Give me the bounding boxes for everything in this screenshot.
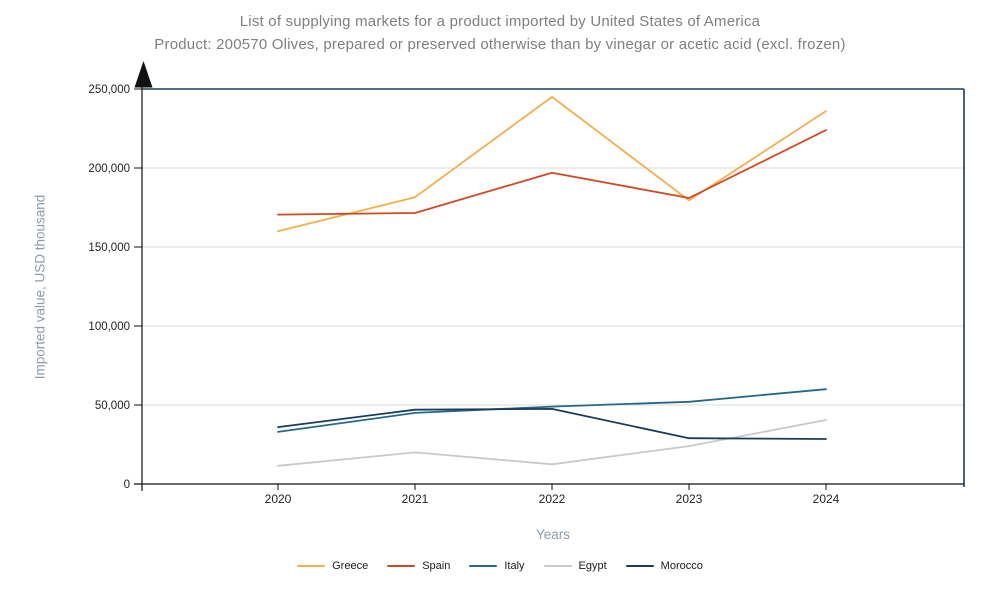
series-line-italy [277, 388, 827, 433]
y-tick-label-200000: 200,000 [88, 163, 130, 175]
series-line-morocco [277, 407, 827, 440]
legend-swatch-egypt [543, 565, 572, 567]
legend-swatch-italy [469, 565, 498, 567]
y-tick-label-150000: 150,000 [88, 242, 130, 254]
legend-label: Egypt [578, 560, 607, 572]
legend: Greece Spain Italy Egypt Morocco [0, 560, 1000, 572]
x-tick-label-2023: 2023 [676, 492, 703, 506]
legend-item-italy: Italy [469, 560, 525, 572]
series-line-spain [277, 129, 827, 216]
chart-subtitle: Product: 200570 Olives, prepared or pres… [154, 36, 846, 53]
legend-swatch-greece [297, 565, 326, 567]
y-axis-arrow-up-icon [134, 61, 153, 88]
legend-item-spain: Spain [387, 560, 450, 572]
series-line-egypt [277, 419, 827, 467]
legend-label: Morocco [660, 560, 703, 572]
y-tick-label-50000: 50,000 [95, 400, 130, 412]
legend-swatch-morocco [625, 565, 654, 567]
y-tick-label-0: 0 [124, 479, 130, 491]
x-tick-label-2021: 2021 [402, 492, 429, 506]
legend-item-morocco: Morocco [625, 560, 703, 572]
legend-swatch-spain [387, 565, 416, 567]
x-tick-label-2022: 2022 [539, 492, 566, 506]
legend-item-greece: Greece [297, 560, 368, 572]
legend-label: Spain [422, 560, 451, 572]
legend-label: Italy [504, 560, 525, 572]
legend-label: Greece [332, 560, 369, 572]
x-tick-label-2020: 2020 [265, 492, 292, 506]
chart-title: List of supplying markets for a product … [239, 13, 761, 30]
legend-item-egypt: Egypt [543, 560, 607, 572]
series-line-greece [277, 96, 827, 233]
x-axis-title: Years [535, 527, 571, 542]
y-tick-label-100000: 100,000 [88, 321, 130, 333]
x-tick-label-2024: 2024 [813, 492, 840, 506]
y-tick-label-250000: 250,000 [88, 84, 130, 96]
